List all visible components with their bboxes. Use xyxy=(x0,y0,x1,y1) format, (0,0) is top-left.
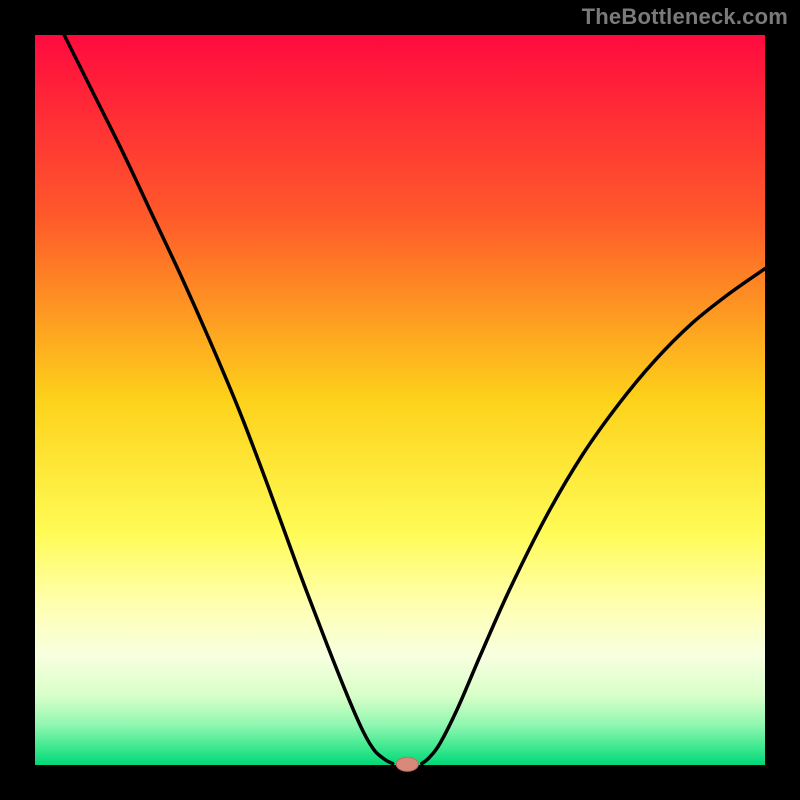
gradient-v-chart xyxy=(0,0,800,800)
bottleneck-marker xyxy=(396,757,418,771)
plot-background xyxy=(35,35,765,765)
chart-frame: { "watermark": { "text": "TheBottleneck.… xyxy=(0,0,800,800)
watermark-text: TheBottleneck.com xyxy=(582,4,788,30)
